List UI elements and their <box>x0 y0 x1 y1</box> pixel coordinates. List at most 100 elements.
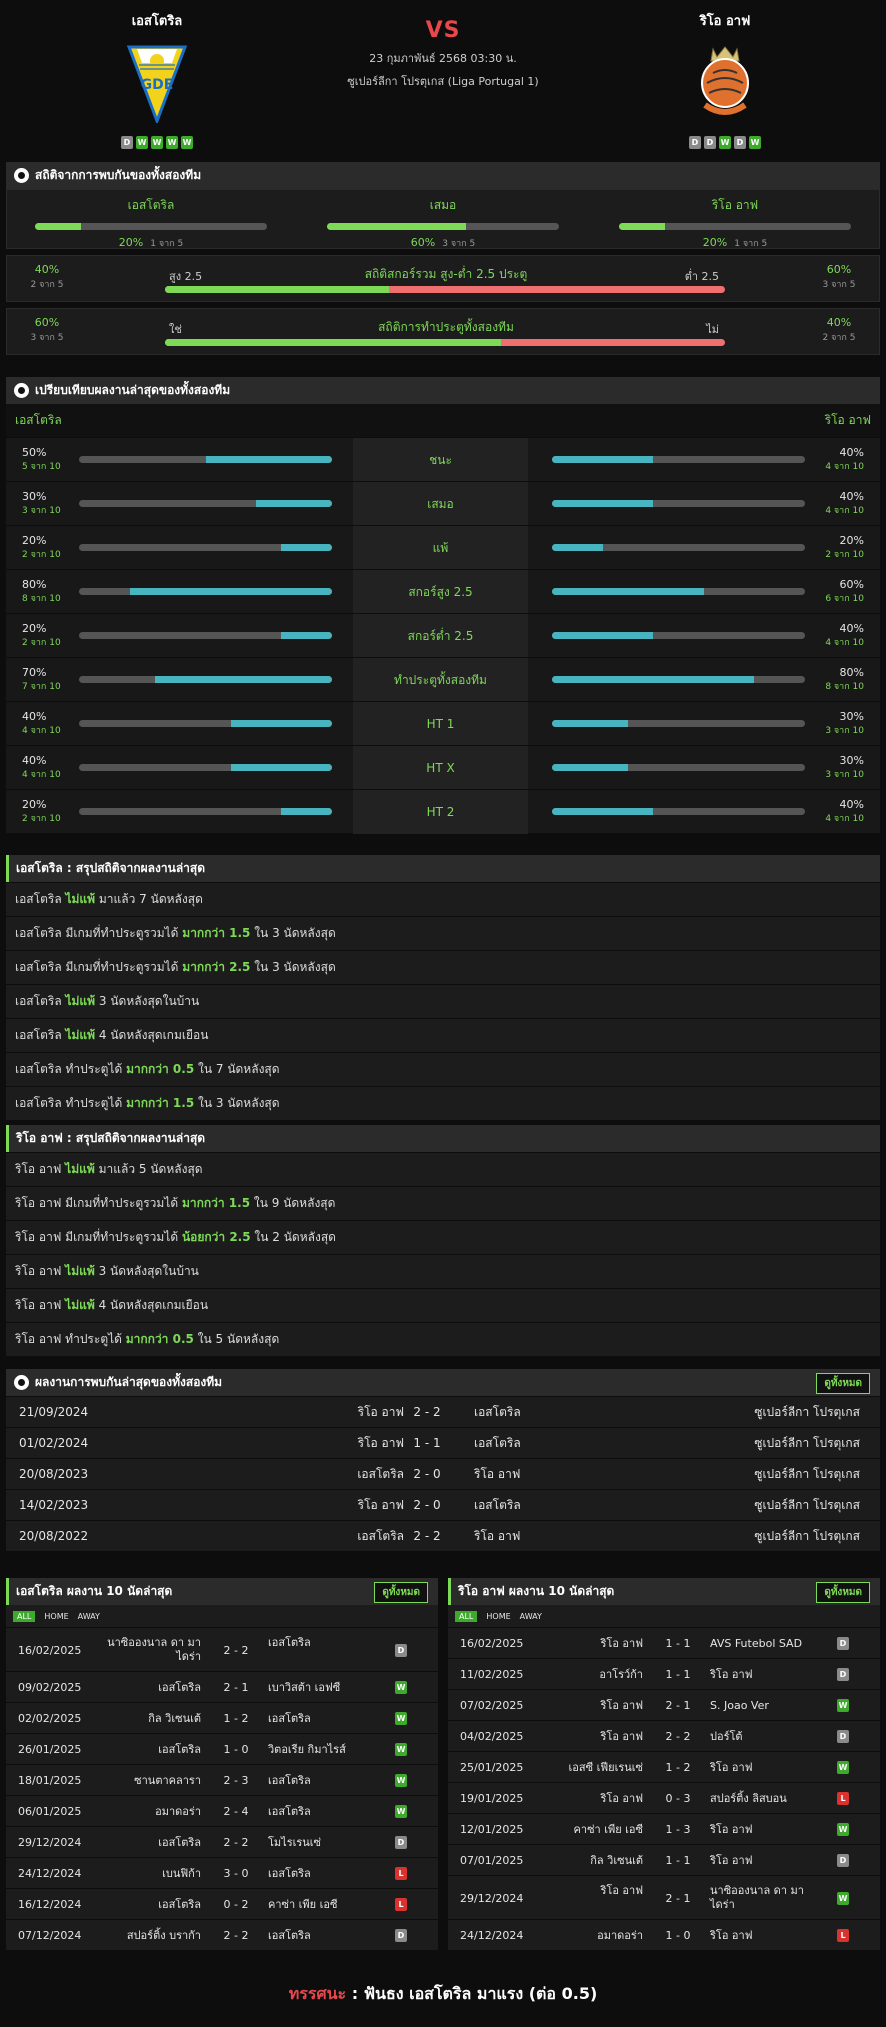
streak-highlight: ไม่แพ้ <box>65 1264 95 1278</box>
streak-highlight: มากกว่า 0.5 <box>125 1332 194 1346</box>
compare-home-fill <box>256 500 332 507</box>
score: 1 - 1 <box>665 1854 691 1867</box>
match-row[interactable]: 29/12/2024 เอสโตริล 2 - 2 โมไรเรนเซ่ D <box>6 1826 438 1857</box>
compare-away-pct: 60% <box>839 578 864 591</box>
compare-home-bar <box>79 544 332 551</box>
home-team: กิล วิเซนเต้ <box>590 1854 643 1867</box>
result-badge: W <box>395 1681 407 1694</box>
match-row[interactable]: 26/01/2025 เอสโตริล 1 - 0 วิตอเรีย กิมาไรส์… <box>6 1733 438 1764</box>
compare-row: 30% 3 จาก 10 เสมอ 40% 4 จาก 10 <box>6 481 880 526</box>
match-row[interactable]: 11/02/2025 อาโรว์ก้า 1 - 1 ริโอ อาฟ D <box>448 1658 880 1689</box>
compare-home-name: เอสโตริล <box>15 413 62 427</box>
h2h-away-col: ริโอ อาฟ 20% 1 จาก 5 <box>619 196 851 250</box>
away-team[interactable]: ริโอ อาฟ D D W D W <box>665 10 785 149</box>
match-row[interactable]: 16/02/2025 ริโอ อาฟ 1 - 1 AVS Futebol SAD D <box>448 1627 880 1658</box>
home-team: ริโอ อาฟ <box>600 1637 644 1650</box>
result-badge: L <box>837 1792 849 1805</box>
btts-no-stat: 40% 2 จาก 5 <box>822 316 856 343</box>
match-row[interactable]: 07/01/2025 กิล วิเซนเต้ 1 - 1 ริโอ อาฟ D <box>448 1844 880 1875</box>
away-team: ริโอ อาฟ <box>710 1823 753 1836</box>
score: 2 - 2 <box>223 1644 249 1657</box>
compare-away-stat: 40% 4 จาก 10 <box>825 446 864 474</box>
h2h-result-row[interactable]: 21/09/2024 ริโอ อาฟ 2 - 2 เอสโตริล ซูเปอร์ลี… <box>6 1396 880 1427</box>
compare-home-fill <box>205 456 332 463</box>
compare-home-bar <box>79 808 332 815</box>
compare-home-count: 2 จาก 10 <box>22 550 61 560</box>
match-row[interactable]: 06/01/2025 อมาดอร่า 2 - 4 เอสโตริล W <box>6 1795 438 1826</box>
home-team[interactable]: เอสโตริล GDE D W W W W <box>97 10 217 149</box>
match-date: 26/01/2025 <box>18 1743 82 1756</box>
filter-tabs: ALL HOME AWAY <box>448 1605 880 1627</box>
streak-text: ริโอ อาฟ มีเกมที่ทำประตูรวมได้ <box>15 1230 182 1244</box>
away-team: ริโอ อาฟ <box>710 1854 753 1867</box>
match-row[interactable]: 25/01/2025 เอสซี เฟียเรนเซ่ 1 - 2 ริโอ อาฟ W <box>448 1751 880 1782</box>
prediction: ทรรศนะ : ฟันธง เอสโตริล มาแรง (ต่อ 0.5) <box>0 1982 886 2007</box>
tab-away[interactable]: AWAY <box>519 1611 542 1621</box>
match-row[interactable]: 18/01/2025 ซานตาคลารา 2 - 3 เอสโตริล W <box>6 1764 438 1795</box>
score: 2 - 2 <box>413 1405 441 1419</box>
home-team-name: เอสโตริล <box>131 14 183 29</box>
compare-away-fill <box>552 500 654 507</box>
compare-away-count: 6 จาก 10 <box>825 594 864 604</box>
away-last10-list: 16/02/2025 ริโอ อาฟ 1 - 1 AVS Futebol SAD D 1… <box>448 1627 880 1950</box>
match-row[interactable]: 29/12/2024 ริโอ อาฟ 2 - 1 นาซิอองนาล ดา มาไ… <box>448 1875 880 1919</box>
h2h-result-row[interactable]: 14/02/2023 ริโอ อาฟ 2 - 0 เอสโตริล ซูเปอร์ลี… <box>6 1489 880 1520</box>
compare-away-pct: 30% <box>839 754 864 767</box>
match-row[interactable]: 24/12/2024 เบนฟิก้า 3 - 0 เอสโตริล L <box>6 1857 438 1888</box>
score: 1 - 2 <box>665 1761 691 1774</box>
match-date: 16/12/2024 <box>18 1898 82 1911</box>
streak-row: ริโอ อาฟ ไม่แพ้ 3 นัดหลังสุดในบ้าน <box>6 1254 880 1288</box>
view-all-button[interactable]: ดูทั้งหมด <box>816 1582 870 1603</box>
score: 1 - 1 <box>665 1637 691 1650</box>
tab-home[interactable]: HOME <box>44 1611 69 1621</box>
match-row[interactable]: 12/01/2025 คาซ่า เพีย เอซี 1 - 3 ริโอ อาฟ W <box>448 1813 880 1844</box>
match-date: 07/12/2024 <box>18 1929 82 1942</box>
tab-all[interactable]: ALL <box>455 1610 478 1622</box>
match-row[interactable]: 07/12/2024 สปอร์ติ้ง บรากัา 2 - 2 เอสโตริล D <box>6 1919 438 1950</box>
streak-text: เอสโตริล <box>15 892 66 906</box>
home-team: ริโอ อาฟ <box>600 1730 644 1743</box>
score: 2 - 2 <box>223 1836 249 1849</box>
score: 1 - 1 <box>413 1436 441 1450</box>
h2h-result-row[interactable]: 20/08/2023 เอสโตริล 2 - 0 ริโอ อาฟ ซูเปอร์ลี… <box>6 1458 880 1489</box>
compare-home-bar <box>79 588 332 595</box>
view-all-button[interactable]: ดูทั้งหมด <box>816 1373 870 1394</box>
compare-home-bar <box>79 764 332 771</box>
away-team: เอสโตริล <box>268 1805 311 1818</box>
match-row[interactable]: 04/02/2025 ริโอ อาฟ 2 - 2 ปอร์โต้ D <box>448 1720 880 1751</box>
compare-away-fill <box>552 456 654 463</box>
form-badge: W <box>719 136 731 149</box>
match-row[interactable]: 16/02/2025 นาซิอองนาล ดา มาไดร่า 2 - 2 เอสโ… <box>6 1627 438 1671</box>
match-row[interactable]: 02/02/2025 กิล วิเซนเต้ 1 - 2 เอสโตริล W <box>6 1702 438 1733</box>
section-header: เปรียบเทียบผลงานล่าสุดของทั้งสองทีม <box>6 377 880 404</box>
streak-text: เอสโตริล ทำประตูได้ <box>15 1096 127 1110</box>
streak-row: เอสโตริล ทำประตูได้ มากกว่า 1.5 ใน 3 นัด… <box>6 1086 880 1120</box>
streak-highlight: มากกว่า 0.5 <box>126 1062 195 1076</box>
tab-all[interactable]: ALL <box>13 1610 36 1622</box>
match-row[interactable]: 19/01/2025 ริโอ อาฟ 0 - 3 สปอร์ติ้ง ลิสบอน L <box>448 1782 880 1813</box>
compare-home-bar <box>79 500 332 507</box>
compare-home-fill <box>230 720 332 727</box>
match-row[interactable]: 24/12/2024 อมาดอร่า 1 - 0 ริโอ อาฟ L <box>448 1919 880 1950</box>
h2h-result-row[interactable]: 01/02/2024 ริโอ อาฟ 1 - 1 เอสโตริล ซูเปอร์ลี… <box>6 1427 880 1458</box>
section-header: สถิติจากการพบกันของทั้งสองทีม <box>6 162 880 189</box>
match-row[interactable]: 07/02/2025 ริโอ อาฟ 2 - 1 S. Joao Ver W <box>448 1689 880 1720</box>
streak-highlight: ไม่แพ้ <box>65 994 96 1008</box>
away-streaks-section: ริโอ อาฟ : สรุปสถิติจากผลงานล่าสุด ริโอ … <box>6 1125 880 1356</box>
h2h-result-row[interactable]: 20/08/2022 เอสโตริล 2 - 2 ริโอ อาฟ ซูเปอร์ลี… <box>6 1520 880 1551</box>
view-all-button[interactable]: ดูทั้งหมด <box>374 1582 428 1603</box>
home-team: เอสโตริล <box>357 1466 404 1481</box>
match-date: 19/01/2025 <box>460 1792 524 1805</box>
away-team: เอสโตริล <box>474 1497 521 1512</box>
streak-text: ใน 3 นัดหลังสุด <box>250 960 336 974</box>
match-row[interactable]: 16/12/2024 เอสโตริล 0 - 2 คาซ่า เพีย เอซี L <box>6 1888 438 1919</box>
compare-away-pct: 40% <box>839 798 864 811</box>
section-header: ริโอ อาฟ ผลงาน 10 นัดล่าสุด ดูทั้งหมด <box>448 1578 880 1605</box>
compare-home-fill <box>281 632 332 639</box>
compare-home-pct: 80% <box>22 578 47 591</box>
tab-away[interactable]: AWAY <box>77 1611 100 1621</box>
form-badge: W <box>136 136 148 149</box>
match-row[interactable]: 09/02/2025 เอสโตริล 2 - 1 เบาวิสต้า เอฟซี W <box>6 1671 438 1702</box>
tab-home[interactable]: HOME <box>486 1611 511 1621</box>
result-badge: W <box>837 1892 849 1905</box>
